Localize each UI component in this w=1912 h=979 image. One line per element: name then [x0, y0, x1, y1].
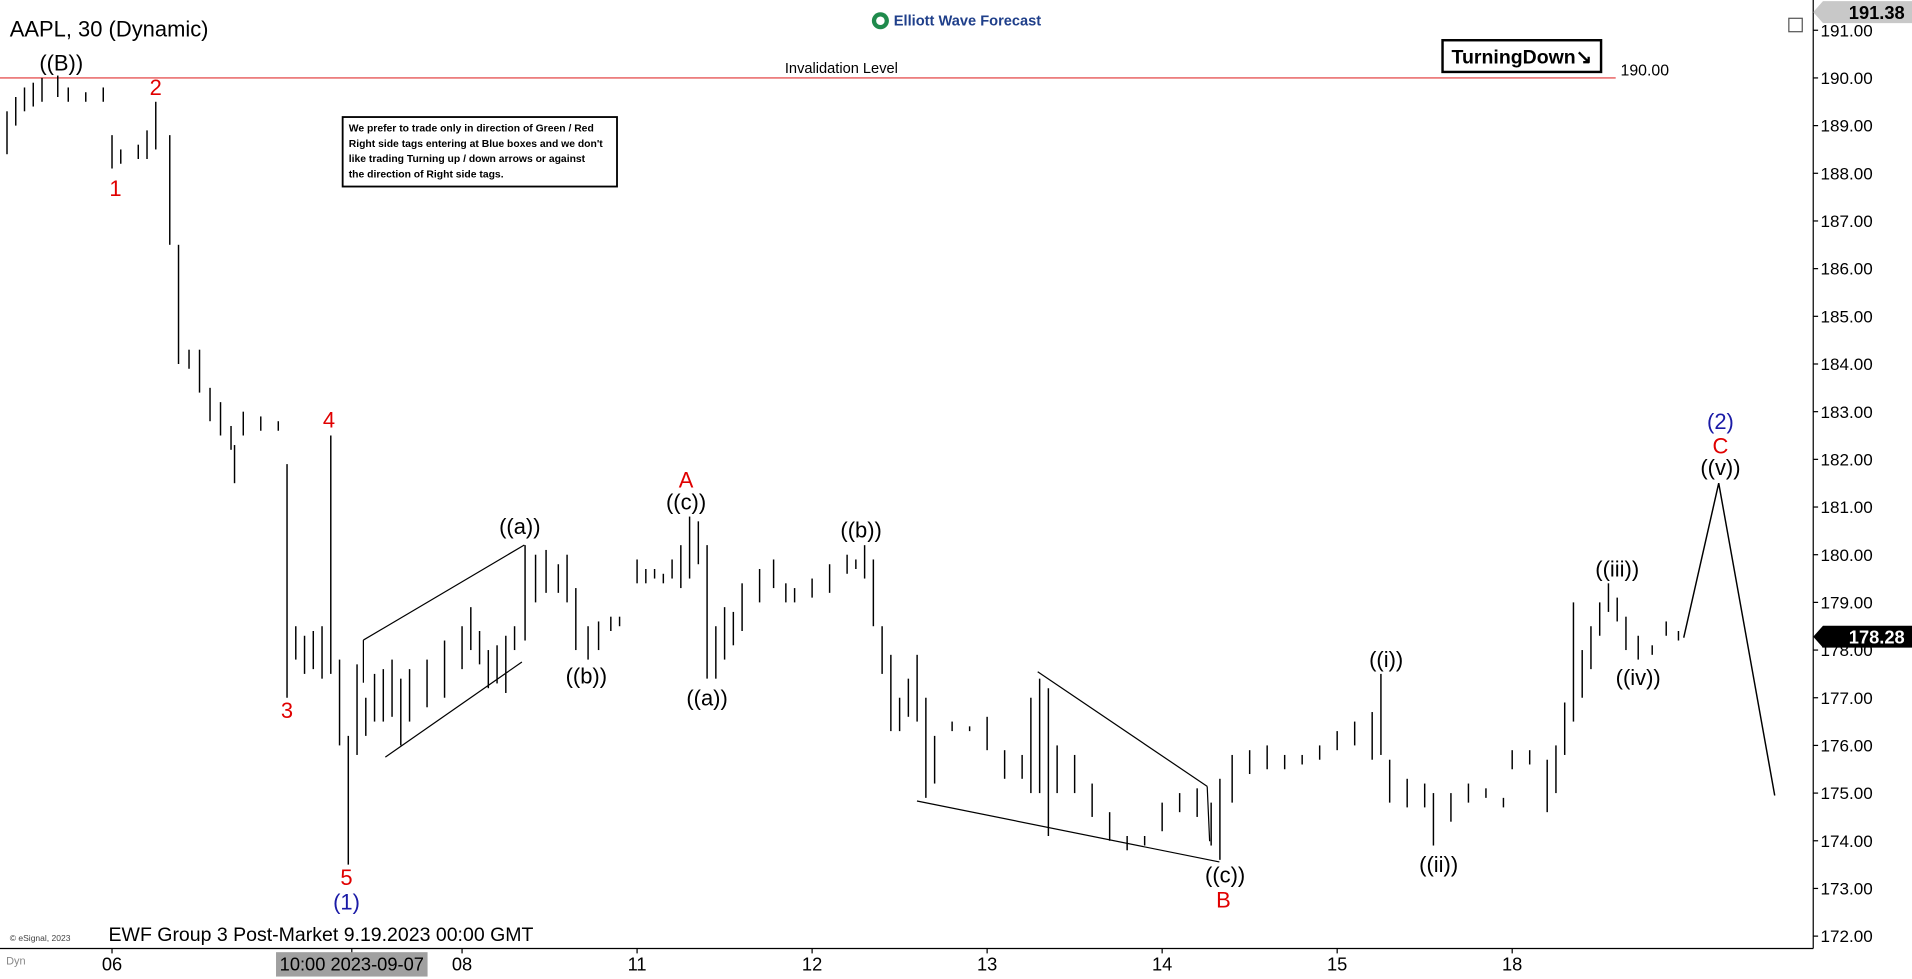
logo-icon-inner: [876, 16, 885, 25]
y-tick-label: 186.00: [1821, 260, 1873, 279]
wave-label: ((ii)): [1419, 852, 1458, 877]
x-tick-label: 15: [1327, 953, 1347, 974]
y-tick-label: 191.00: [1821, 21, 1873, 40]
wave-label: 4: [323, 408, 335, 433]
y-tick-label: 189.00: [1821, 117, 1873, 136]
y-tick-label: 172.00: [1821, 927, 1873, 946]
y-tick-label: 180.00: [1821, 546, 1873, 565]
wave-label: A: [679, 468, 694, 493]
scale-high-tag-box: [1813, 1, 1912, 24]
chart-title: AAPL, 30 (Dynamic): [10, 17, 209, 42]
wave-label: ((v)): [1700, 455, 1740, 480]
wave-label: ((B)): [39, 50, 83, 75]
y-tick-label: 190.00: [1821, 69, 1873, 88]
last-price-tag: 178.28: [1849, 626, 1905, 647]
channel-lower: [384, 661, 523, 758]
y-tick-label: 181.00: [1821, 498, 1873, 517]
wedge-upper: [1037, 671, 1208, 787]
y-tick-label: 187.00: [1821, 212, 1873, 231]
wave-label: ((i)): [1369, 647, 1403, 672]
wave-label: 3: [281, 698, 293, 723]
wave-label: 1: [109, 176, 121, 201]
scale-high-tag: 191.38: [1849, 2, 1905, 23]
footer: EWF Group 3 Post-Market 9.19.2023 00:00 …: [109, 924, 534, 946]
note-line: Right side tags entering at Blue boxes a…: [349, 139, 604, 150]
channel-upper: [363, 544, 525, 641]
x-tick-label: 11: [628, 953, 647, 974]
y-tick-label: 179.00: [1821, 593, 1873, 612]
last-price-tag-box: [1813, 625, 1912, 648]
status-tag: TurningDown↘: [1452, 46, 1593, 68]
y-tick-label: 188.00: [1821, 164, 1873, 183]
copyright: © eSignal, 2023: [10, 933, 71, 943]
wave-label: 2: [150, 75, 162, 100]
cursor-time-box: [276, 952, 428, 977]
projection-path: [1682, 483, 1776, 796]
wave-label: ((b)): [840, 518, 881, 543]
wave-label: ((iii)): [1595, 556, 1639, 581]
wedge-lower: [916, 800, 1220, 863]
y-tick-label: 173.00: [1821, 880, 1873, 899]
invalidation-value: 190.00: [1621, 62, 1670, 79]
y-tick-label: 177.00: [1821, 689, 1873, 708]
wave-label: (1): [333, 890, 360, 915]
wave-label: ((a)): [686, 686, 727, 711]
wave-label: ((b)): [566, 664, 607, 689]
x-tick-label: 13: [977, 953, 997, 974]
x-tick-label: 10:00 2023-09-07: [280, 953, 424, 974]
y-tick-label: 182.00: [1821, 450, 1873, 469]
x-tick-label: 12: [802, 953, 822, 974]
note-line: We prefer to trade only in direction of …: [349, 124, 594, 135]
wave-label: ((a)): [499, 514, 540, 539]
brand-logo: Elliott Wave Forecast: [871, 12, 1042, 30]
y-tick-label: 184.00: [1821, 355, 1873, 374]
y-tick-label: 174.00: [1821, 832, 1873, 851]
x-tick-label: 18: [1502, 953, 1522, 974]
window-icon[interactable]: [1788, 17, 1803, 33]
wave-label: B: [1216, 888, 1231, 913]
x-tick-label: 08: [452, 953, 472, 974]
y-tick-label: 183.00: [1821, 403, 1873, 422]
wave-label: ((c)): [666, 490, 706, 515]
note: We prefer to trade only in direction of …: [349, 124, 604, 181]
corner-label: Dyn: [6, 955, 26, 967]
x-tick-label: 14: [1152, 953, 1172, 974]
wedge-end: [1206, 786, 1211, 842]
y-tick-label: 176.00: [1821, 737, 1873, 756]
wave-label: (2): [1707, 409, 1734, 434]
wave-label: ((c)): [1205, 862, 1245, 887]
y-tick-label: 175.00: [1821, 784, 1873, 803]
wave-label: ((iv)): [1616, 665, 1661, 690]
status-tag-box: [1441, 39, 1603, 74]
pattern-lines: [362, 544, 1220, 863]
wave-label: 5: [340, 865, 352, 890]
note-line: the direction of Right side tags.: [349, 169, 504, 180]
note-line: like trading Turning up / down arrows or…: [349, 154, 586, 165]
brand-name: Elliott Wave Forecast: [894, 14, 1042, 30]
y-tick-label: 185.00: [1821, 307, 1873, 326]
note-box: [341, 116, 618, 188]
wave-label: C: [1713, 433, 1729, 458]
invalidation-label: Invalidation Level: [785, 61, 898, 77]
x-tick-label: 06: [102, 953, 122, 974]
